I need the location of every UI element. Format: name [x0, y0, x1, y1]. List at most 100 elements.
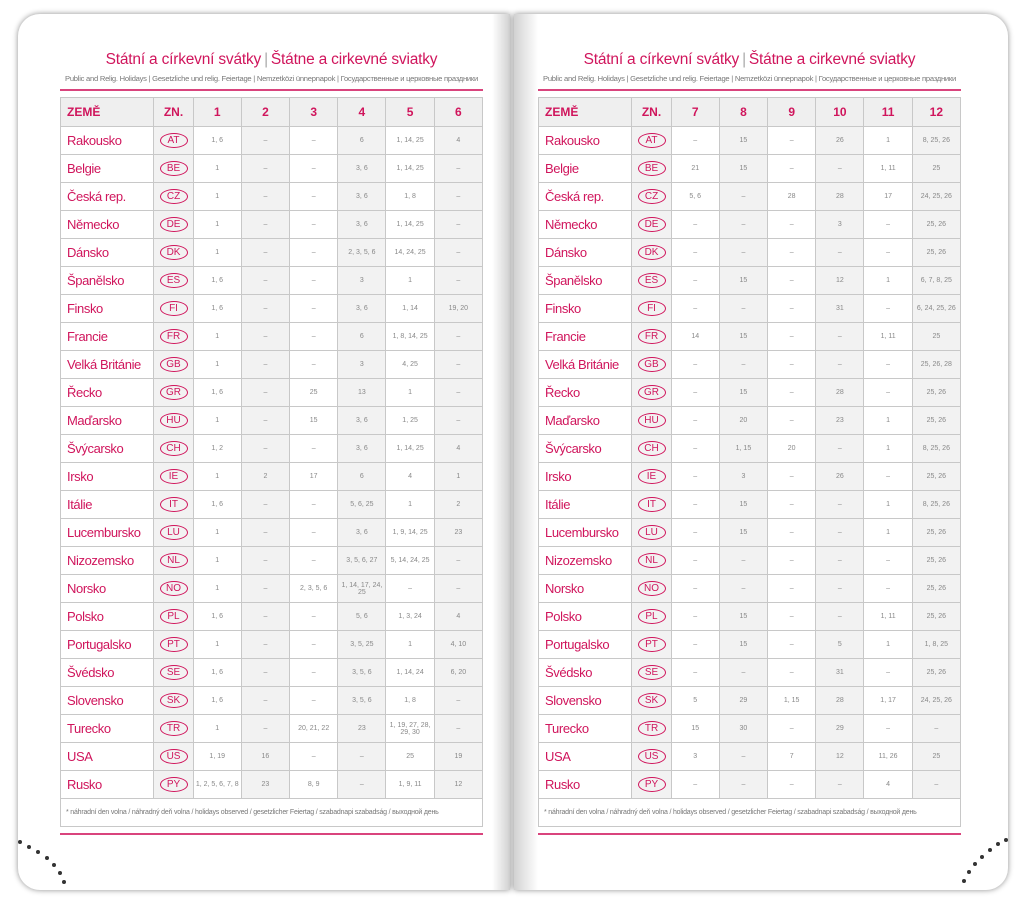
holiday-days-cell: 15 — [718, 266, 769, 295]
holiday-days-cell: – — [240, 322, 291, 351]
country-name: Maďarsko — [537, 406, 633, 435]
country-code-badge: TR — [159, 721, 188, 736]
holiday-days-cell: – — [289, 742, 339, 771]
country-code-cell: DK — [153, 238, 194, 267]
holiday-days-cell: 1, 6 — [192, 602, 242, 631]
column-header-country: ZEMĚ — [537, 97, 633, 127]
holiday-days-cell: 5, 6 — [670, 182, 720, 211]
holiday-days-cell: 2 — [240, 462, 291, 491]
holiday-days-cell: 1, 6 — [192, 294, 242, 323]
holiday-days-cell: – — [289, 294, 339, 323]
holiday-days-cell: – — [670, 630, 720, 659]
binding-hole — [45, 856, 49, 860]
holiday-days-cell: – — [767, 714, 817, 743]
column-header-month: 5 — [385, 97, 435, 127]
column-header-country: ZEMĚ — [59, 97, 155, 127]
title-separator: | — [264, 51, 268, 68]
country-code-badge: SK — [159, 693, 188, 708]
country-code-badge: NL — [637, 553, 666, 568]
table-row: Belgie BE 21 15– –1, 11 25 — [537, 154, 962, 183]
holiday-days-cell: 23 — [433, 518, 484, 547]
table-row: Portugalsko PT 1– –3, 5, 25 1 4, 10 — [59, 630, 484, 659]
table-row: Řecko GR –15–28–25, 26 — [537, 378, 962, 407]
country-name: Slovensko — [537, 686, 633, 715]
holiday-days-cell: 4 — [863, 770, 913, 799]
holiday-days-cell: 3, 6 — [337, 406, 387, 435]
holiday-days-cell: 28 — [767, 182, 817, 211]
holiday-days-cell: 11, 26 — [863, 742, 913, 771]
country-name: Rusko — [59, 770, 155, 799]
country-code-cell: AT — [631, 126, 672, 155]
country-code-cell: SE — [631, 658, 672, 687]
holiday-days-cell: – — [240, 686, 291, 715]
holiday-days-cell: – — [433, 182, 484, 211]
holiday-days-cell: – — [240, 238, 291, 267]
holiday-days-cell: 20 — [718, 406, 769, 435]
holiday-days-cell: – — [433, 322, 484, 351]
holiday-days-cell: 4 — [385, 462, 435, 491]
holiday-days-cell: – — [767, 602, 817, 631]
holiday-days-cell: 3, 6 — [337, 294, 387, 323]
divider — [538, 89, 961, 91]
holiday-days-cell: – — [433, 210, 484, 239]
page-title: Státní a církevní svátky | Štátne a cirkev… — [60, 50, 483, 70]
holiday-days-cell: 12 — [815, 742, 865, 771]
holiday-days-cell: 1 — [192, 630, 242, 659]
holiday-days-cell: 3, 6 — [337, 182, 387, 211]
country-name: Švédsko — [537, 658, 633, 687]
holiday-days-cell: – — [718, 210, 769, 239]
holiday-days-cell: – — [240, 602, 291, 631]
holiday-days-cell: 1, 25 — [385, 406, 435, 435]
table-row: Irsko IE –3–26–25, 26 — [537, 462, 962, 491]
column-header-month: 12 — [911, 97, 962, 127]
table-row: Španělsko ES 1, 6– –3 1– — [59, 266, 484, 295]
holiday-days-cell: – — [670, 434, 720, 463]
holiday-days-cell: 20 — [767, 434, 817, 463]
holiday-days-cell: – — [767, 630, 817, 659]
holiday-days-cell: 29 — [718, 686, 769, 715]
holiday-days-cell: – — [767, 154, 817, 183]
table-row: Velká Británie GB 1– –3 4, 25– — [59, 350, 484, 379]
holiday-days-cell: 3, 5, 6 — [337, 658, 387, 687]
holiday-days-cell: – — [385, 574, 435, 603]
table-row: Španělsko ES –15–12 1 6, 7, 8, 25 — [537, 266, 962, 295]
country-name: Turecko — [537, 714, 633, 743]
holiday-days-cell: – — [240, 266, 291, 295]
holiday-days-cell: 13 — [337, 378, 387, 407]
binding-hole — [967, 870, 971, 874]
country-name: Španělsko — [59, 266, 155, 295]
holiday-days-cell: – — [289, 546, 339, 575]
country-code-badge: FR — [637, 329, 666, 344]
holiday-days-cell: – — [240, 546, 291, 575]
country-code-cell: US — [631, 742, 672, 771]
country-code-badge: TR — [637, 721, 666, 736]
divider — [538, 833, 961, 835]
holiday-days-cell: 2, 3, 5, 6 — [337, 238, 387, 267]
holiday-days-cell: – — [337, 742, 387, 771]
country-code-badge: HU — [637, 413, 666, 428]
table-row: Švýcarsko CH –1, 15 20–1 8, 25, 26 — [537, 434, 962, 463]
holiday-days-cell: 1, 14, 25 — [385, 126, 435, 155]
table-row: Norsko NO – – – – –25, 26 — [537, 574, 962, 603]
country-code-badge: NO — [637, 581, 666, 596]
holiday-days-cell: – — [240, 714, 291, 743]
binding-hole — [52, 863, 56, 867]
country-name: Lucembursko — [537, 518, 633, 547]
holiday-days-cell: – — [670, 378, 720, 407]
country-code-badge: BE — [159, 161, 188, 176]
holiday-days-cell: 3, 5, 6 — [337, 686, 387, 715]
holiday-days-cell: – — [767, 210, 817, 239]
holiday-days-cell: – — [240, 434, 291, 463]
table-row: Finsko FI 1, 6– –3, 6 1, 14 19, 20 — [59, 294, 484, 323]
holiday-days-cell: 7 — [767, 742, 817, 771]
table-row: Rusko PY – – – –4– — [537, 770, 962, 799]
country-code-cell: PY — [153, 770, 194, 799]
column-header-month: 6 — [433, 97, 484, 127]
country-name: Dánsko — [59, 238, 155, 267]
country-name: USA — [59, 742, 155, 771]
holiday-days-cell: 1, 19 — [192, 742, 242, 771]
holiday-days-cell: 1, 6 — [192, 126, 242, 155]
table-row: Francie FR 14 15– –1, 11 25 — [537, 322, 962, 351]
holiday-days-cell: – — [767, 658, 817, 687]
country-code-badge: GB — [159, 357, 188, 372]
